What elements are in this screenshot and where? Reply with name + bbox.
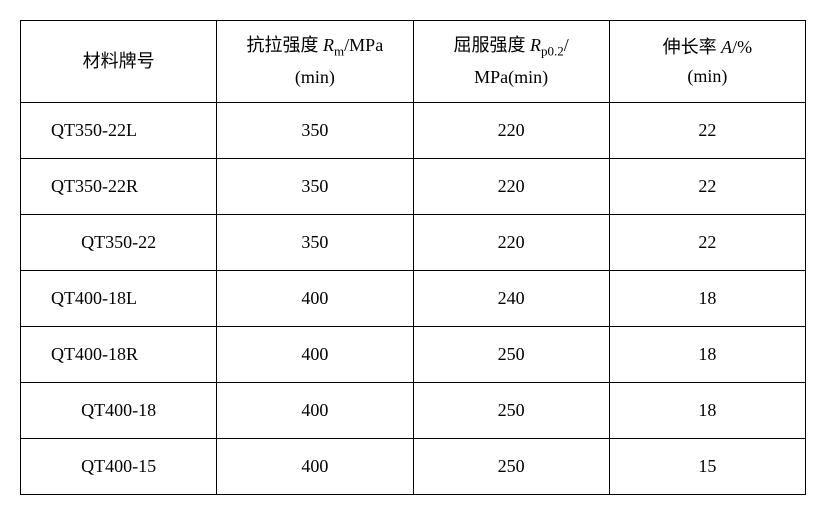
header-elongation-label1: 伸长率 (663, 37, 722, 57)
cell-tensile: 400 (217, 383, 413, 439)
cell-material: QT400-15 (21, 439, 217, 495)
header-material-label: 材料牌号 (83, 51, 155, 71)
header-elongation-symbol: A (721, 37, 732, 57)
cell-elongation: 18 (609, 327, 805, 383)
header-yield-symbol: R (530, 35, 541, 55)
cell-yield: 250 (413, 439, 609, 495)
cell-yield: 220 (413, 103, 609, 159)
header-tensile-sub: m (334, 44, 344, 59)
header-elongation: 伸长率 A/% (min) (609, 21, 805, 103)
header-row: 材料牌号 抗拉强度 Rm/MPa (min) 屈服强度 Rp0.2/ MPa(m… (21, 21, 806, 103)
table-row: QT400-1540025015 (21, 439, 806, 495)
table-row: QT350-22R35022022 (21, 159, 806, 215)
header-tensile-symbol: R (323, 35, 334, 55)
cell-tensile: 400 (217, 271, 413, 327)
cell-material: QT350-22R (21, 159, 217, 215)
header-tensile-label2: (min) (295, 67, 335, 87)
cell-tensile: 350 (217, 159, 413, 215)
cell-material: QT400-18R (21, 327, 217, 383)
table-row: QT400-1840025018 (21, 383, 806, 439)
cell-yield: 240 (413, 271, 609, 327)
cell-elongation: 18 (609, 271, 805, 327)
header-tensile-unit: /MPa (344, 35, 383, 55)
header-tensile-label1: 抗拉强度 (247, 35, 324, 55)
table-row: QT400-18L40024018 (21, 271, 806, 327)
cell-elongation: 22 (609, 159, 805, 215)
header-elongation-label2: (min) (687, 66, 727, 86)
cell-material: QT400-18L (21, 271, 217, 327)
material-properties-table: 材料牌号 抗拉强度 Rm/MPa (min) 屈服强度 Rp0.2/ MPa(m… (20, 20, 806, 495)
header-yield: 屈服强度 Rp0.2/ MPa(min) (413, 21, 609, 103)
cell-elongation: 18 (609, 383, 805, 439)
table-row: QT350-2235022022 (21, 215, 806, 271)
table-row: QT400-18R40025018 (21, 327, 806, 383)
cell-elongation: 22 (609, 103, 805, 159)
cell-tensile: 350 (217, 215, 413, 271)
cell-yield: 220 (413, 215, 609, 271)
cell-elongation: 22 (609, 215, 805, 271)
cell-tensile: 400 (217, 327, 413, 383)
cell-material: QT350-22L (21, 103, 217, 159)
header-yield-label1: 屈服强度 (453, 35, 530, 55)
cell-material: QT350-22 (21, 215, 217, 271)
cell-tensile: 350 (217, 103, 413, 159)
header-tensile: 抗拉强度 Rm/MPa (min) (217, 21, 413, 103)
header-material: 材料牌号 (21, 21, 217, 103)
table-row: QT350-22L35022022 (21, 103, 806, 159)
header-elongation-unit: /% (732, 37, 752, 57)
cell-material: QT400-18 (21, 383, 217, 439)
cell-yield: 220 (413, 159, 609, 215)
header-yield-sub: p0.2 (541, 44, 564, 59)
header-yield-unit: / (564, 35, 569, 55)
header-yield-label2: MPa(min) (474, 67, 548, 87)
cell-yield: 250 (413, 327, 609, 383)
table-body: QT350-22L35022022QT350-22R35022022QT350-… (21, 103, 806, 495)
table-header: 材料牌号 抗拉强度 Rm/MPa (min) 屈服强度 Rp0.2/ MPa(m… (21, 21, 806, 103)
cell-yield: 250 (413, 383, 609, 439)
cell-elongation: 15 (609, 439, 805, 495)
cell-tensile: 400 (217, 439, 413, 495)
